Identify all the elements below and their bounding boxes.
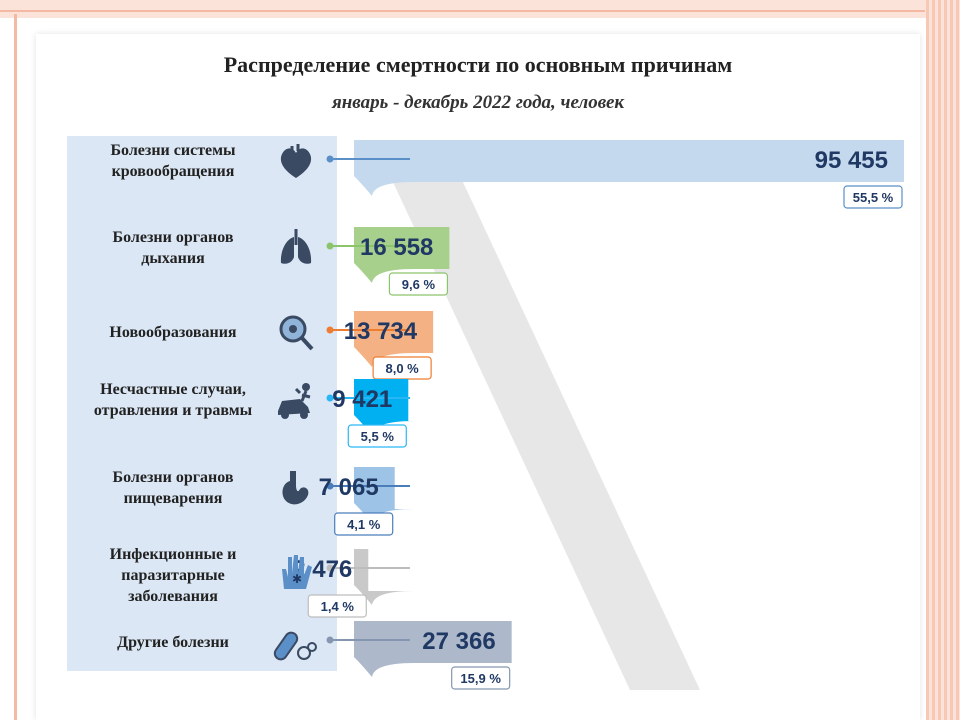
value-label: 13 734 bbox=[344, 318, 418, 345]
handle bbox=[300, 336, 314, 351]
value-label: 95 455 bbox=[815, 147, 888, 174]
slide-frame-left bbox=[14, 14, 17, 720]
category-label: Болезни органов дыхания bbox=[78, 227, 268, 269]
lung-left bbox=[280, 237, 294, 264]
value-label: 9 421 bbox=[332, 386, 392, 413]
cell-nucleus bbox=[289, 325, 297, 333]
connector-dot bbox=[326, 482, 334, 490]
category-label-line: Болезни органов bbox=[112, 229, 234, 246]
category-label: Болезни органов пищеварения bbox=[78, 467, 268, 509]
value-label: 16 558 bbox=[360, 234, 433, 261]
category-label-line: дыхания bbox=[141, 250, 205, 267]
category-label-line: Несчастные случаи, bbox=[100, 381, 246, 398]
connector-dot bbox=[326, 242, 334, 250]
percent-label: 4,1 % bbox=[347, 517, 381, 532]
connector-dot bbox=[326, 394, 334, 402]
value-label: 27 366 bbox=[422, 628, 495, 655]
chart-subtitle: январь - декабрь 2022 года, человек bbox=[331, 92, 625, 113]
category-label: Несчастные случаи, отравления и травмы bbox=[78, 379, 268, 421]
percent-label: 15,9 % bbox=[460, 671, 501, 686]
germ-mark: ✱ bbox=[292, 572, 302, 586]
connector-dot bbox=[326, 155, 334, 163]
category-label-line: заболевания bbox=[128, 587, 218, 605]
category-label-line: Инфекционные и bbox=[109, 545, 237, 563]
wheel bbox=[300, 411, 308, 419]
person-head bbox=[302, 383, 310, 391]
category-label: Другие болезни bbox=[78, 632, 268, 653]
category-label: Болезни системы кровообращения bbox=[78, 140, 268, 182]
heart-icon bbox=[280, 144, 312, 178]
percent-label: 9,6 % bbox=[402, 277, 436, 292]
category-label-line: Другие болезни bbox=[117, 633, 229, 651]
wheel bbox=[281, 411, 289, 419]
tablet bbox=[297, 646, 311, 660]
category-label-line: Болезни органов bbox=[112, 469, 234, 486]
percent-label: 5,5 % bbox=[361, 429, 395, 444]
connector-dot bbox=[326, 636, 334, 644]
heart-shape bbox=[280, 148, 312, 178]
category-label-line: пищеварения bbox=[123, 490, 223, 507]
chart-title: Распределение смертности по основным при… bbox=[223, 52, 733, 77]
category-label-line: паразитарные bbox=[121, 566, 225, 584]
percent-box bbox=[451, 666, 511, 690]
percent-box bbox=[347, 424, 407, 448]
tumor-cell-icon bbox=[279, 315, 314, 351]
percent-box bbox=[334, 512, 394, 536]
car-accident-icon bbox=[278, 383, 311, 419]
bar-6 bbox=[354, 549, 414, 605]
percent-box bbox=[843, 185, 903, 209]
lungs-icon bbox=[280, 229, 312, 264]
person-body bbox=[294, 387, 311, 402]
hand-germs-icon: ✱ bbox=[282, 555, 312, 589]
bar-4 bbox=[354, 379, 414, 435]
lung-right bbox=[298, 237, 312, 264]
bar-1 bbox=[354, 140, 904, 196]
category-label-line: Болезни системы bbox=[110, 142, 236, 159]
connector-dot bbox=[326, 564, 334, 572]
bar-3 bbox=[354, 311, 434, 367]
stomach-shape bbox=[282, 471, 309, 505]
stomach-icon bbox=[282, 471, 309, 505]
hand-shape bbox=[282, 555, 312, 589]
slide-frame-top bbox=[0, 0, 960, 18]
connector-dot bbox=[326, 326, 334, 334]
percent-box bbox=[307, 594, 367, 618]
percent-label: 1,4 % bbox=[321, 599, 355, 614]
bar-7 bbox=[354, 621, 512, 677]
bar-2 bbox=[354, 227, 450, 283]
percent-label: 8,0 % bbox=[386, 361, 420, 376]
category-label: Новообразования bbox=[78, 322, 268, 343]
category-label-line: кровообращения bbox=[111, 163, 235, 180]
percent-box bbox=[388, 272, 449, 296]
car-body bbox=[278, 399, 310, 415]
tablet bbox=[307, 642, 317, 652]
slide-frame-right bbox=[926, 0, 960, 720]
value-label: 7 065 bbox=[319, 474, 379, 501]
category-label-line: отравления и травмы bbox=[93, 402, 253, 419]
category-label-line: Новообразования bbox=[109, 323, 237, 341]
bar-5 bbox=[354, 467, 414, 523]
heart-vessels bbox=[290, 144, 300, 152]
category-label: Инфекционные и паразитарные заболевания bbox=[78, 544, 268, 607]
flow-band bbox=[392, 180, 700, 690]
percent-label: 55,5 % bbox=[853, 190, 894, 205]
pills-icon bbox=[273, 631, 317, 661]
capsule bbox=[273, 631, 299, 661]
slide-frame-line bbox=[0, 10, 925, 12]
